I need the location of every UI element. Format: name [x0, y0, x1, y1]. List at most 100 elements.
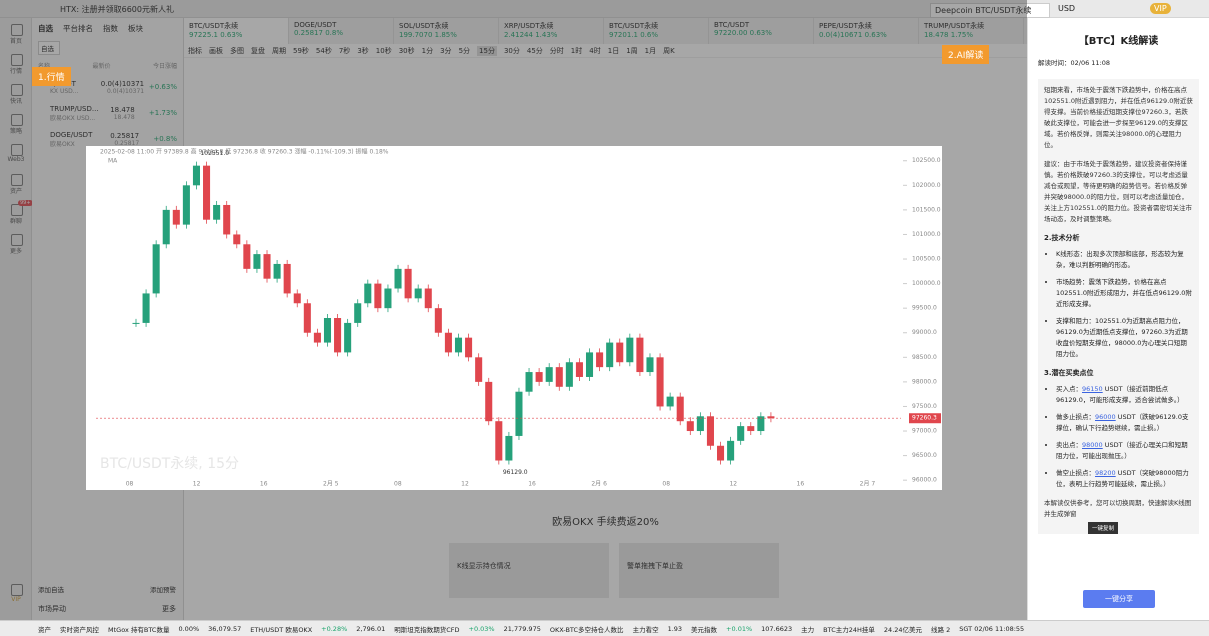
tool-item[interactable]: 1分 [421, 46, 434, 55]
symbol-tab[interactable]: BTC/USDT永续 97225.1 0.63% [184, 18, 289, 44]
tool-item[interactable]: 59秒 [293, 46, 309, 55]
nav-item[interactable]: 首页 [0, 18, 32, 48]
tool-item[interactable]: 分时 [549, 46, 564, 55]
candle [394, 268, 402, 289]
sub-price: 0.25817 [114, 139, 140, 147]
promo-card[interactable]: 警单拖拽下单止盈 [619, 543, 779, 598]
label: 买入点： [1056, 385, 1082, 393]
tool-item[interactable]: 3秒 [357, 46, 369, 55]
tech-point: 支撑和阻力：102551.0为近期高点阻力位，96129.0为近期低点支撑位，9… [1056, 316, 1193, 360]
tool-item[interactable]: 7秒 [338, 46, 351, 55]
nav-item[interactable]: 策略 [0, 108, 32, 138]
tool-item[interactable]: 画板 [209, 46, 223, 55]
watch-footer: 添加自选 添加预警 [32, 580, 182, 598]
candle [334, 318, 342, 353]
search[interactable]: Deepcoin BTC/USDT永续 [930, 3, 1050, 18]
nav-vip[interactable]: VIP [0, 578, 32, 608]
candle [182, 185, 190, 225]
tool-item[interactable]: 3分 [440, 46, 452, 55]
more[interactable]: 更多 [162, 605, 176, 613]
price[interactable]: 96000 [1095, 413, 1116, 421]
tool-item[interactable]: 45分 [526, 46, 543, 55]
tab-name: TRUMP/USDT永续 [924, 22, 985, 30]
tool-item[interactable]: 4时 [589, 46, 601, 55]
symbol-tab[interactable]: SOL/USDT永续 199.7070 1.85% [394, 18, 499, 44]
tool-item[interactable]: 54秒 [315, 46, 332, 55]
tab-price: 199.7070 [399, 31, 433, 39]
symbol-tab[interactable]: BTC/USDT 97220.00 0.63% [709, 18, 814, 44]
tool-item[interactable]: 1日 [607, 46, 620, 55]
candle [706, 416, 714, 446]
promo-card[interactable]: K线显示持仓情况 [449, 543, 609, 598]
symbol-tab[interactable]: BTC/USDT永续 97201.1 0.6% [604, 18, 709, 44]
ai-panel: 【BTC】K线解读 解读时间：02/06 11:08 短期来看，市场处于震荡下跌… [1027, 18, 1209, 620]
change: +0.8% [153, 135, 177, 143]
tool-item[interactable]: 1周 [626, 46, 638, 55]
nav-item[interactable]: 群聊 99+ [0, 198, 33, 228]
notice[interactable]: HTX: 注册并领取6600元新人礼 [60, 5, 174, 14]
nav-item[interactable]: 资产 [0, 168, 32, 198]
filter[interactable]: 自选 [38, 41, 60, 55]
candle [767, 416, 775, 419]
nav-item[interactable]: Web3 [0, 138, 32, 168]
tool-item[interactable]: 1时 [570, 46, 583, 55]
symbol-tab[interactable]: XRP/USDT永续 2.41244 1.43% [499, 18, 604, 44]
tool-item[interactable]: 多图 [230, 46, 244, 55]
candle [515, 391, 523, 436]
market-move: 市场异动 更多 [32, 600, 182, 618]
price[interactable]: 98000 [1082, 441, 1103, 449]
tab[interactable]: 平台排名 [63, 24, 93, 33]
unit: USDT [1117, 413, 1136, 421]
vip[interactable]: VIP [1150, 3, 1171, 14]
watch-row[interactable]: DOGE/USDT 欧易OKX 0.25817 0.25817 +0.8% [32, 126, 183, 152]
nav-item[interactable]: 快讯 [0, 78, 32, 108]
tool-item[interactable]: 30分 [503, 46, 520, 55]
column: 名称 [38, 61, 50, 70]
unit: USDT [1104, 385, 1123, 393]
tool-item[interactable]: 30秒 [398, 46, 415, 55]
tool-item[interactable]: 1月 [644, 46, 657, 55]
tab[interactable]: 自选 [38, 24, 53, 33]
tool-item[interactable]: 10秒 [375, 46, 392, 55]
high-label: 102551.0 [200, 150, 229, 157]
price[interactable]: 98200 [1095, 469, 1116, 477]
trade-point: 买入点：96150 USDT（接近前期低点96129.0，可能形成支撑，适合尝试… [1056, 384, 1193, 406]
candle [505, 435, 513, 461]
y-tick-label: 102000.0 [912, 182, 941, 189]
price[interactable]: 96150 [1082, 385, 1103, 393]
symbol-tab[interactable]: TRUMP/USDT永续 18.478 1.75% [919, 18, 1024, 44]
share-button[interactable]: 一键分享 [1083, 590, 1155, 608]
status-item: OKX-BTC多空持仓人数比 [549, 625, 624, 634]
tool-item[interactable]: 周期 [272, 46, 286, 55]
y-tick-label: 100000.0 [912, 280, 941, 287]
tab[interactable]: 指数 [103, 24, 118, 33]
x-tick-label: 08 [394, 481, 402, 488]
tool-item[interactable]: 15分 [477, 45, 497, 56]
tool-item[interactable]: 指标 [188, 46, 202, 55]
tool-item[interactable]: 5分 [458, 46, 471, 55]
status-item: 主力看空 [632, 625, 659, 634]
y-tick-label: 97000.0 [912, 428, 937, 435]
candle [626, 337, 634, 363]
chart-header: 2025-02-08 11:00 开 97389.8 高 97414.8 低 9… [100, 148, 389, 156]
status-item: 24.24亿美元 [883, 625, 923, 634]
watch-row[interactable]: TRUMP/USD... 欧易OKX USD... 18.478 18.478 +1.7… [32, 100, 183, 126]
tab-name: DOGE/USDT [294, 21, 337, 29]
tool-item[interactable]: 复盘 [251, 46, 265, 55]
symbol: TRUMP/USD... [50, 104, 99, 113]
nav-item[interactable]: 更多 [0, 228, 32, 258]
alert[interactable]: 添加预警 [150, 586, 176, 594]
tab-name: BTC/USDT永续 [609, 22, 659, 30]
symbol-tab[interactable]: PEPE/USDT永续 0.0(4)10671 0.63% [814, 18, 919, 44]
tab[interactable]: 板块 [128, 24, 143, 33]
heading: 2.技术分析 [1044, 234, 1080, 242]
trade-point: 卖出点：98000 USDT（接近心理关口和短期阻力位，可能出现抛压。） [1056, 440, 1193, 462]
tool-item[interactable]: 周K [663, 46, 675, 55]
disclaimer: 本解读仅供参考，您可以切换周期，快速解读K线图并生成弹窗 [1044, 499, 1192, 518]
add[interactable]: 添加自选 [38, 586, 64, 594]
symbol-tab[interactable]: DOGE/USDT 0.25817 0.8% [289, 18, 394, 44]
promo-title[interactable]: 欧易OKX 手续费返20% [552, 517, 659, 528]
currency[interactable]: USD [1058, 4, 1076, 13]
nav-item[interactable]: 行情 [0, 48, 32, 78]
label: 市场异动 [38, 605, 66, 613]
